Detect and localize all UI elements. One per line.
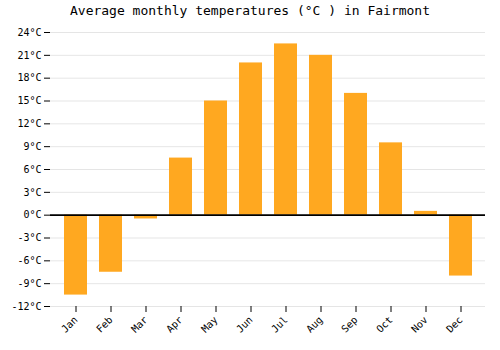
html-text:Average monthly temperatures (: Average monthly temperatures (°C ) in Fa… [70,3,430,18]
svg-text:21°C: 21°C [17,50,41,61]
svg-text:9°C: 9°C [23,141,41,152]
svg-text:18°C: 18°C [17,72,41,83]
svg-text:-3°C: -3°C [17,232,41,243]
svg-text:Dec: Dec [444,314,465,335]
svg-text:-12°C: -12°C [11,301,41,312]
svg-text:Sep: Sep [339,314,360,335]
svg-text:May: May [199,314,220,335]
svg-text:0°C: 0°C [23,209,41,220]
svg-text:Feb: Feb [94,314,115,335]
svg-text:3°C: 3°C [23,187,41,198]
svg-text:Apr: Apr [164,314,185,335]
svg-text:-9°C: -9°C [17,278,41,289]
svg-text:Jun: Jun [234,314,255,335]
svg-text:6°C: 6°C [23,164,41,175]
svg-text:Nov: Nov [409,314,430,335]
svg-text:15°C: 15°C [17,95,41,106]
svg-text:Oct: Oct [374,314,395,335]
svg-text:24°C: 24°C [17,27,41,38]
svg-text:Jan: Jan [59,314,80,335]
svg-text:Aug: Aug [304,314,325,335]
svg-text:Jul: Jul [269,314,290,335]
svg-text:12°C: 12°C [17,118,41,129]
svg-text:-6°C: -6°C [17,255,41,266]
svg-text:Mar: Mar [129,314,150,335]
